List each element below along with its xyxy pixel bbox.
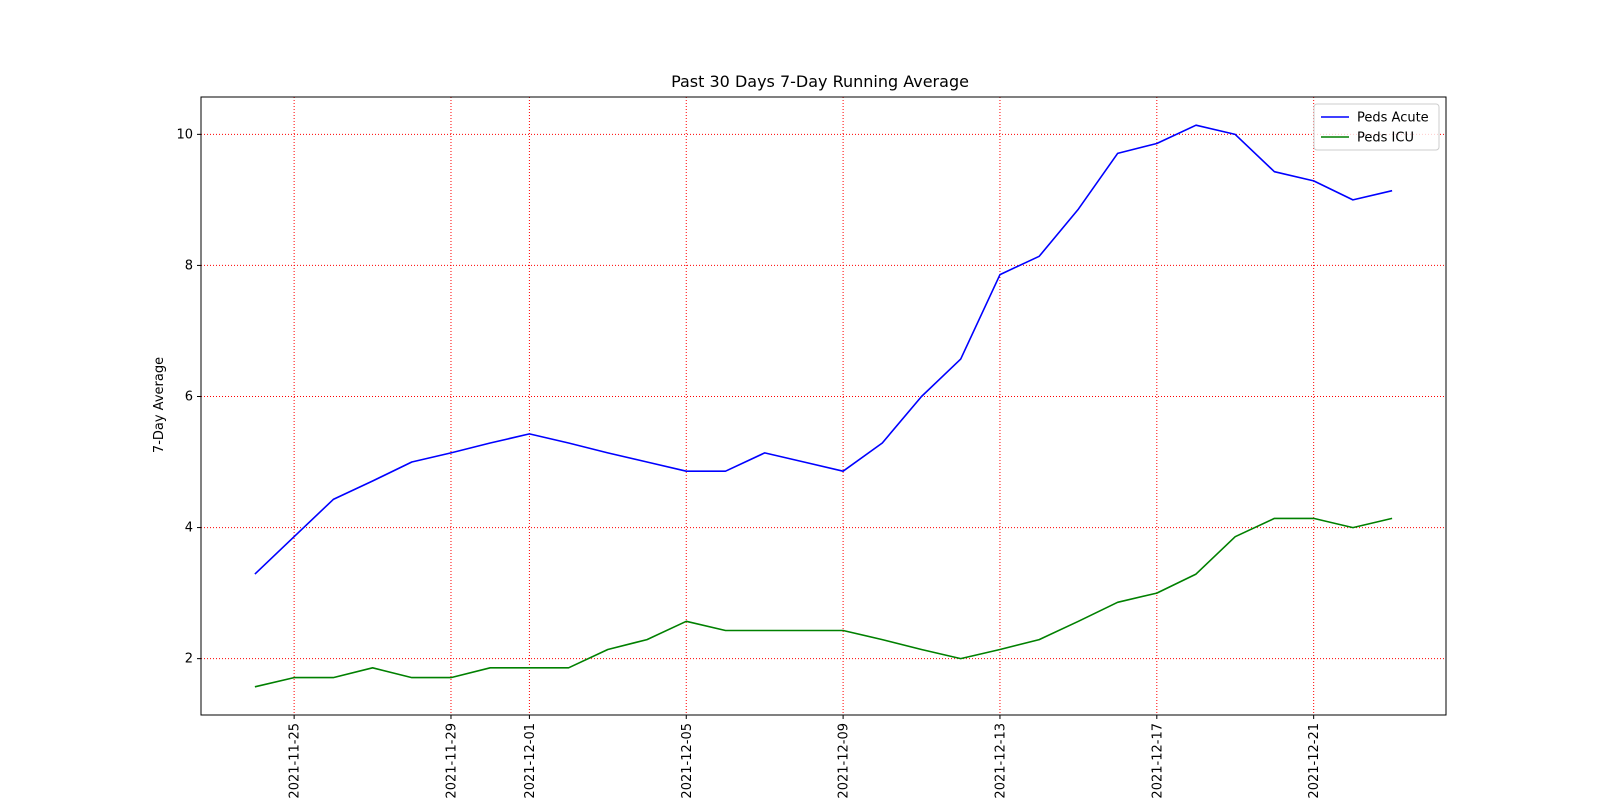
grid-lines [201,97,1446,715]
series-line-peds-acute [254,124,1393,575]
legend-label: Peds Acute [1357,111,1429,126]
x-tick-label: 2021-12-09 [837,723,852,799]
x-tick-label: 2021-11-29 [444,723,459,799]
chart-title: Past 30 Days 7-Day Running Average [671,72,969,91]
y-tick-label: 6 [185,389,193,404]
x-axis-ticks: 2021-11-25 2021-11-29 2021-12-01 2021-12-05… [288,715,1322,799]
x-tick-label: 2021-11-25 [288,723,303,799]
legend: Peds Acute Peds ICU [1313,103,1440,151]
x-tick-label: 2021-12-21 [1307,723,1322,799]
legend-label: Peds ICU [1357,131,1414,146]
plot-area-frame [200,96,1447,716]
y-axis-ticks: 2 4 6 8 10 [176,127,201,667]
series-lines [254,124,1393,688]
y-tick-label: 10 [176,127,193,142]
x-tick-label: 2021-12-05 [680,723,695,799]
series-line-peds-icu [254,517,1393,688]
y-tick-label: 4 [185,521,193,536]
legend-box [1313,103,1440,151]
y-tick-label: 2 [185,652,193,667]
x-tick-label: 2021-12-17 [1150,723,1165,799]
y-tick-label: 8 [185,258,193,273]
x-tick-label: 2021-12-13 [993,723,1008,799]
y-axis-label: 7-Day Average [152,357,167,453]
x-tick-label: 2021-12-01 [523,723,538,799]
